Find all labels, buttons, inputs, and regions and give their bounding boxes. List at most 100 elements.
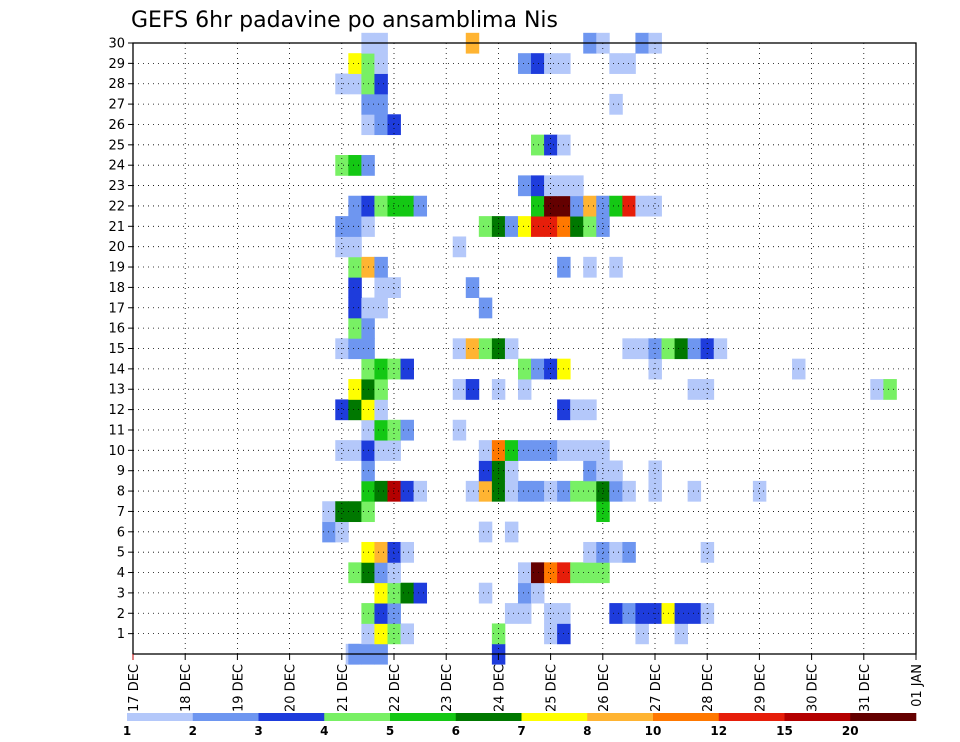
y-axis: 1234567891011121314151617181920212223242… bbox=[108, 37, 133, 642]
y-tick-label: 26 bbox=[108, 118, 125, 133]
y-tick-label: 12 bbox=[108, 403, 125, 418]
heatmap-cell bbox=[517, 440, 532, 461]
heatmap-cell bbox=[687, 338, 702, 360]
heatmap-cell bbox=[465, 480, 480, 502]
heatmap-cell bbox=[517, 358, 532, 380]
heatmap-cell bbox=[478, 440, 493, 461]
heatmap-cell bbox=[635, 195, 649, 217]
x-tick-label: 24 DEC bbox=[492, 664, 507, 712]
heatmap-cell bbox=[596, 562, 610, 584]
heatmap-cell bbox=[544, 358, 558, 380]
y-tick-label: 20 bbox=[108, 240, 125, 255]
colorbar-swatch bbox=[192, 713, 259, 721]
heatmap-cell bbox=[544, 134, 558, 156]
heatmap-cell bbox=[622, 541, 636, 563]
colorbar-label: 5 bbox=[386, 724, 394, 738]
heatmap-cell bbox=[596, 460, 610, 482]
x-tick-label: 26 DEC bbox=[597, 664, 612, 712]
heatmap-cell bbox=[348, 297, 362, 319]
heatmap-cell bbox=[504, 521, 519, 543]
heatmap-cell bbox=[504, 480, 519, 502]
y-tick-label: 27 bbox=[108, 98, 125, 113]
heatmap-cell bbox=[374, 582, 388, 604]
heatmap-cell bbox=[348, 379, 362, 400]
colorbar-label: 3 bbox=[254, 724, 262, 738]
heatmap-cell bbox=[596, 195, 610, 217]
heatmap-cell bbox=[609, 541, 623, 563]
heatmap-cell bbox=[374, 93, 388, 115]
colorbar-label: 2 bbox=[189, 724, 197, 738]
heatmap-cell bbox=[531, 134, 545, 156]
x-tick-label: 22 DEC bbox=[388, 664, 403, 712]
heatmap-cell bbox=[348, 236, 362, 258]
heatmap-cell bbox=[348, 155, 362, 176]
colorbar-swatch bbox=[587, 713, 654, 721]
colorbar-swatch bbox=[850, 713, 917, 721]
heatmap-cell bbox=[400, 582, 414, 604]
heatmap-cell bbox=[348, 399, 362, 421]
heatmap-cell bbox=[622, 603, 636, 624]
y-tick-label: 24 bbox=[108, 159, 125, 174]
heatmap-cell bbox=[648, 358, 662, 380]
heatmap-cell bbox=[531, 582, 545, 604]
heatmap-cell bbox=[609, 53, 623, 74]
heatmap-cells bbox=[322, 32, 897, 665]
heatmap-cell bbox=[531, 358, 545, 380]
heatmap-cell bbox=[713, 338, 728, 360]
heatmap-cell bbox=[517, 379, 532, 400]
heatmap-cell bbox=[570, 440, 584, 461]
heatmap-cell bbox=[374, 297, 388, 319]
y-tick-label: 13 bbox=[108, 383, 125, 398]
colorbar-swatch bbox=[784, 713, 851, 721]
heatmap-cell bbox=[348, 73, 362, 95]
heatmap-cell bbox=[452, 419, 467, 441]
heatmap-cell bbox=[387, 440, 401, 461]
heatmap-cell bbox=[544, 440, 558, 461]
heatmap-cell bbox=[583, 460, 597, 482]
heatmap-cell bbox=[570, 216, 584, 237]
heatmap-cell bbox=[348, 256, 362, 278]
heatmap-cell bbox=[335, 236, 349, 258]
y-tick-label: 4 bbox=[117, 566, 125, 581]
heatmap-cell bbox=[674, 338, 689, 360]
heatmap-cell bbox=[583, 440, 597, 461]
heatmap-cell bbox=[478, 338, 493, 360]
x-tick-label: 23 DEC bbox=[440, 664, 455, 712]
heatmap-cell bbox=[531, 480, 545, 502]
colorbar-label: 4 bbox=[320, 724, 328, 738]
heatmap-cell bbox=[374, 277, 388, 298]
heatmap-cell bbox=[374, 195, 388, 217]
heatmap-cell bbox=[374, 53, 388, 74]
y-tick-label: 30 bbox=[108, 37, 125, 52]
heatmap-cell bbox=[478, 521, 493, 543]
heatmap-cell bbox=[583, 216, 597, 237]
heatmap-cell bbox=[348, 338, 362, 360]
heatmap-cell bbox=[609, 480, 623, 502]
heatmap-cell bbox=[544, 216, 558, 237]
heatmap-cell bbox=[465, 338, 480, 360]
heatmap-cell bbox=[413, 582, 428, 604]
heatmap-cell bbox=[870, 379, 884, 400]
heatmap-cell bbox=[374, 73, 388, 95]
y-tick-label: 17 bbox=[108, 301, 125, 316]
y-tick-label: 5 bbox=[117, 546, 125, 561]
heatmap-cell bbox=[622, 53, 636, 74]
y-tick-label: 10 bbox=[108, 444, 125, 459]
heatmap-cell bbox=[348, 317, 362, 339]
heatmap-cell bbox=[387, 277, 401, 298]
heatmap-cell bbox=[387, 195, 401, 217]
heatmap-cell bbox=[517, 53, 532, 74]
y-tick-label: 23 bbox=[108, 179, 125, 194]
heatmap-cell bbox=[517, 175, 532, 197]
heatmap-cell bbox=[348, 440, 362, 461]
y-tick-label: 15 bbox=[108, 342, 125, 357]
heatmap-cell bbox=[465, 277, 480, 298]
heatmap-cell bbox=[609, 603, 623, 624]
y-tick-label: 22 bbox=[108, 199, 125, 214]
heatmap-cell bbox=[648, 460, 662, 482]
heatmap-cell bbox=[374, 358, 388, 380]
heatmap-cell bbox=[478, 297, 493, 319]
heatmap-cell bbox=[335, 501, 349, 523]
colorbar-swatch bbox=[653, 713, 720, 721]
heatmap-cell bbox=[583, 480, 597, 502]
